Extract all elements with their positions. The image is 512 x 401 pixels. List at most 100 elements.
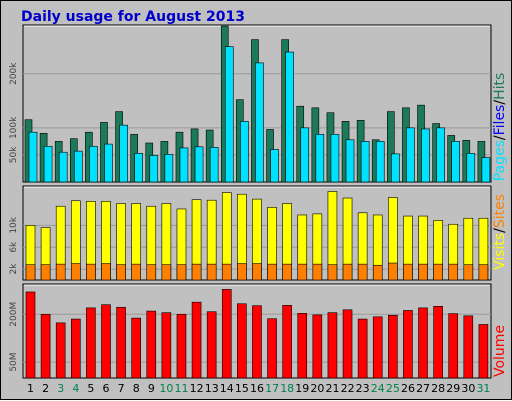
bar-sites bbox=[267, 263, 277, 281]
x-tick-label: 15 bbox=[235, 382, 249, 395]
bar-volume bbox=[161, 312, 172, 379]
x-tick-label: 17 bbox=[265, 382, 279, 395]
bar-files bbox=[451, 141, 461, 183]
bar-sites bbox=[116, 264, 126, 281]
bar-volume bbox=[131, 317, 141, 379]
y-tick-label: 10k bbox=[9, 216, 19, 233]
bar-files bbox=[209, 147, 219, 183]
bar-volume bbox=[70, 318, 81, 379]
bar-volume bbox=[40, 313, 51, 379]
bar-sites bbox=[221, 263, 232, 281]
bar-volume bbox=[448, 313, 459, 379]
bar-files bbox=[360, 141, 370, 183]
bar-files bbox=[391, 153, 400, 183]
side-legend-1: Pages/Files/Hits bbox=[492, 73, 508, 182]
x-tick-label: 14 bbox=[220, 382, 234, 395]
x-tick-label: 11 bbox=[175, 382, 189, 395]
bar-sites bbox=[312, 263, 323, 281]
bar-volume bbox=[237, 303, 247, 379]
chart-title: Daily usage for August 2013 bbox=[21, 9, 245, 25]
x-tick-label: 27 bbox=[416, 382, 430, 395]
y-tick-label: 2k bbox=[9, 263, 19, 275]
x-tick-label: 3 bbox=[57, 382, 64, 395]
bar-sites bbox=[237, 263, 247, 281]
x-tick-label: 31 bbox=[476, 382, 490, 395]
bar-sites bbox=[418, 263, 428, 281]
bar-hits bbox=[387, 111, 395, 183]
bar-sites bbox=[146, 264, 157, 281]
bar-volume bbox=[463, 315, 474, 379]
bar-volume bbox=[252, 305, 262, 379]
bar-files bbox=[436, 127, 445, 183]
bar-volume bbox=[478, 324, 489, 379]
bar-sites bbox=[403, 263, 413, 281]
bar-sites bbox=[252, 263, 262, 281]
x-tick-label: 22 bbox=[341, 382, 355, 395]
bar-sites bbox=[86, 263, 96, 281]
x-tick-label: 23 bbox=[356, 382, 370, 395]
bar-sites bbox=[101, 263, 111, 281]
bar-sites bbox=[463, 264, 474, 281]
bar-files bbox=[89, 145, 98, 183]
bar-volume bbox=[86, 307, 96, 379]
bar-files bbox=[300, 127, 310, 183]
bar-files bbox=[149, 155, 159, 183]
bar-volume bbox=[267, 318, 277, 379]
legend-visits: Visits bbox=[492, 233, 508, 270]
y-tick-label: 200M bbox=[9, 302, 19, 327]
bar-sites bbox=[433, 263, 443, 281]
bar-files bbox=[315, 134, 325, 183]
x-tick-label: 8 bbox=[133, 382, 140, 395]
x-tick-label: 16 bbox=[250, 382, 264, 395]
bar-files bbox=[104, 143, 113, 183]
bar-volume bbox=[297, 313, 308, 379]
y-tick-label: 50M bbox=[9, 352, 19, 371]
legend-sites: Sites bbox=[492, 194, 508, 228]
bar-files bbox=[285, 51, 294, 183]
bar-files bbox=[58, 151, 68, 183]
bar-files bbox=[466, 153, 476, 183]
bar-sites bbox=[206, 263, 217, 281]
bar-volume bbox=[418, 307, 428, 379]
x-tick-label: 26 bbox=[401, 382, 415, 395]
bar-files bbox=[330, 134, 340, 183]
bar-files bbox=[255, 62, 264, 183]
x-tick-label: 28 bbox=[431, 382, 445, 395]
bar-sites bbox=[282, 263, 292, 281]
bar-volume bbox=[388, 314, 398, 379]
side-legend-2: Visits/Sites bbox=[492, 194, 508, 270]
bar-sites bbox=[70, 263, 81, 281]
bar-sites bbox=[357, 263, 368, 281]
bar-sites bbox=[388, 262, 398, 281]
x-tick-label: 5 bbox=[87, 382, 94, 395]
legend-files: Files bbox=[492, 105, 508, 136]
bar-volume bbox=[191, 301, 202, 379]
bar-volume bbox=[55, 322, 66, 379]
x-tick-label: 9 bbox=[148, 382, 155, 395]
bar-files bbox=[43, 145, 53, 183]
bar-volume bbox=[372, 316, 383, 379]
bar-files bbox=[421, 128, 430, 183]
legend-volume: Volume bbox=[492, 325, 508, 377]
bar-volume bbox=[176, 313, 187, 379]
bar-sites bbox=[25, 264, 36, 281]
x-tick-label: 10 bbox=[159, 382, 173, 395]
bar-volume bbox=[433, 306, 443, 379]
y-tick-label: 50k bbox=[9, 146, 19, 163]
bar-volume bbox=[327, 312, 338, 379]
legend-pages: Pages bbox=[492, 140, 508, 181]
bar-volume bbox=[357, 318, 368, 379]
legend-separator: / bbox=[492, 228, 508, 233]
bar-files bbox=[119, 124, 128, 183]
bar-sites bbox=[478, 264, 489, 281]
bar-sites bbox=[191, 263, 202, 281]
x-tick-label: 21 bbox=[325, 382, 339, 395]
side-legend-3: Volume bbox=[492, 325, 508, 377]
bar-files bbox=[406, 127, 415, 183]
bar-sites bbox=[131, 263, 141, 281]
bar-sites bbox=[327, 264, 338, 281]
y-tick-label: 200k bbox=[9, 62, 19, 85]
bar-files bbox=[345, 139, 355, 183]
